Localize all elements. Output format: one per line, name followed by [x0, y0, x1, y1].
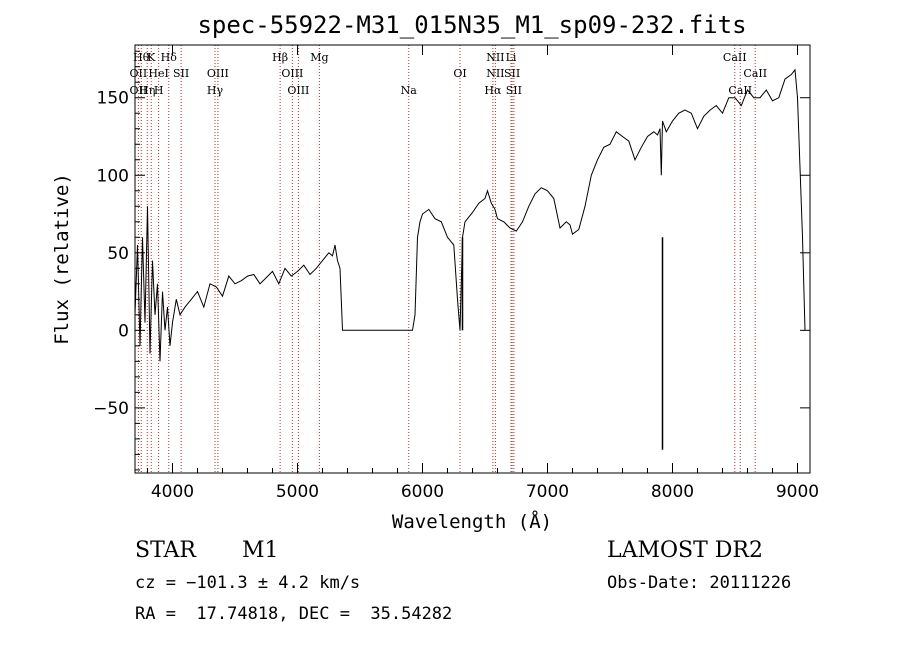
x-tick-label-5: 9000 [776, 482, 819, 502]
marker-label-2: Hδ [161, 51, 178, 64]
marker-label-19: H [154, 84, 164, 97]
observation-date: Obs-Date: 20111226 [607, 573, 792, 593]
y-tick-label-1: 0 [118, 321, 129, 341]
y-tick-label-3: 100 [97, 166, 129, 186]
marker-label-16: CaII [743, 67, 767, 80]
marker-label-9: HeI [148, 67, 168, 80]
marker-label-15: SII [504, 67, 520, 80]
spectrum-line [134, 68, 806, 362]
marker-label-3: Hβ [272, 51, 288, 64]
marker-label-6: Li [506, 51, 517, 64]
chart-title: spec-55922-M31_015N35_M1_sp09-232.fits [197, 11, 746, 39]
emission-line-labels: HθK Hδ Hβ Mg NII Li CaII OII HeI SII OIII OIII OI NII… [130, 51, 768, 97]
marker-label-8: OII [130, 67, 148, 80]
x-tick-label-3: 7000 [526, 482, 569, 502]
redshift-velocity: cz = −101.3 ± 4.2 km/s [135, 573, 361, 593]
y-axis-label: Flux (relative) [51, 173, 73, 345]
x-tick-label-0: 4000 [151, 482, 194, 502]
y-tick-label-4: 150 [97, 89, 129, 109]
x-tick-label-1: 5000 [276, 482, 319, 502]
marker-label-20: Hγ [207, 84, 224, 97]
marker-label-14: NII [486, 67, 504, 80]
x-axis-label: Wavelength (Å) [392, 510, 552, 533]
marker-label-0: Hθ [133, 51, 150, 64]
object-subclass: M1 [242, 538, 279, 563]
y-tick-label-0: −50 [93, 399, 129, 419]
marker-label-18: Hη [139, 84, 155, 97]
marker-label-21: OIII [287, 84, 309, 97]
marker-label-22: Na [401, 84, 418, 97]
y-axis-ticks: −50 0 50 100 150 [93, 50, 810, 471]
marker-label-7: CaII [723, 51, 747, 64]
marker-label-5: NII [486, 51, 504, 64]
object-class: STAR [135, 538, 196, 563]
marker-label-23: Hα [484, 84, 502, 97]
marker-label-12: OIII [281, 67, 303, 80]
marker-label-13: OI [453, 67, 466, 80]
y-tick-label-2: 50 [107, 244, 129, 264]
survey-name: LAMOST DR2 [607, 538, 763, 563]
x-axis-ticks: 4000 5000 6000 7000 8000 9000 [147, 45, 819, 502]
x-tick-label-2: 6000 [401, 482, 444, 502]
marker-label-1: K [147, 51, 156, 64]
x-tick-label-4: 8000 [651, 482, 694, 502]
marker-label-11: OIII [207, 67, 229, 80]
sky-coordinates: RA = 17.74818, DEC = 35.54282 [135, 604, 453, 624]
marker-label-4: Mg [310, 51, 328, 64]
absorption-spikes [461, 237, 664, 450]
marker-label-24: SII [506, 84, 522, 97]
marker-label-10: SII [173, 67, 189, 80]
plot-frame [134, 44, 811, 474]
emission-line-markers [137, 45, 756, 473]
marker-label-17: OII [130, 84, 148, 97]
